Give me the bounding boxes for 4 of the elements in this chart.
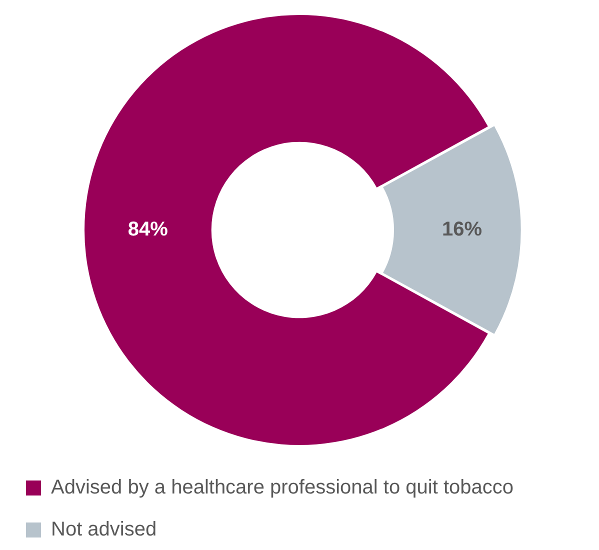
legend-label: Not advised bbox=[51, 518, 157, 541]
data-label: 84% bbox=[128, 218, 168, 241]
data-label: 16% bbox=[442, 218, 482, 241]
legend-label: Advised by a healthcare professional to quit tobacco bbox=[51, 476, 514, 499]
